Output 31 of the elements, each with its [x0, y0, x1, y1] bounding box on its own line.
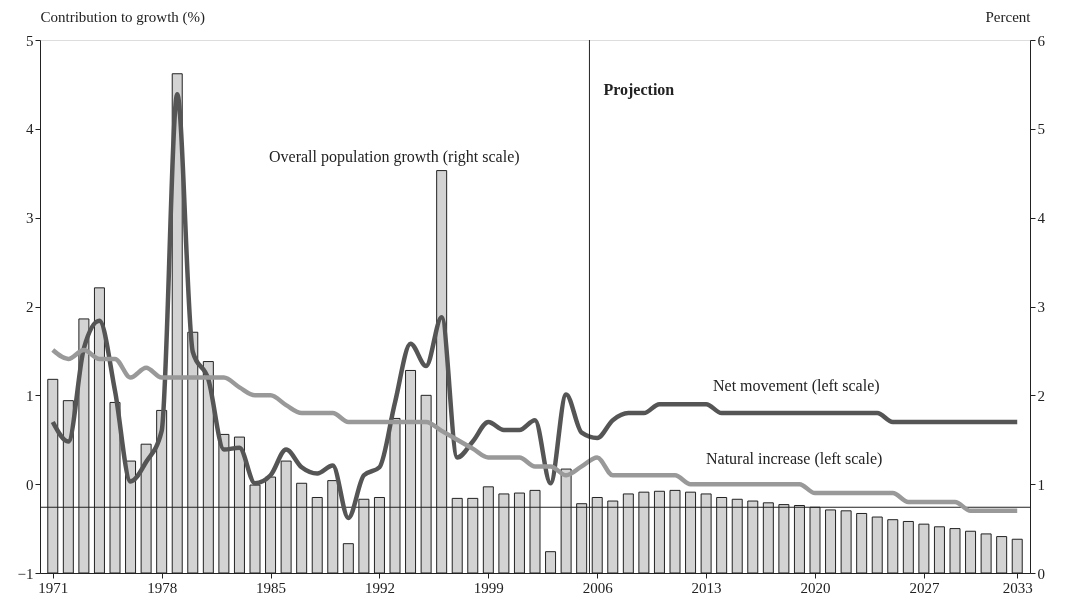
x-tick-label: 2033: [1002, 579, 1033, 596]
y2-tick-label: 4: [1037, 210, 1046, 227]
y-tick-label: 5: [26, 32, 34, 49]
x-tick-label: 1971: [38, 579, 69, 596]
y-tick-label: −1: [17, 565, 34, 582]
ref-line-label: Projection: [603, 81, 675, 99]
x-tick-label: 2013: [691, 579, 722, 596]
series-label: Net movement (left scale): [713, 377, 880, 395]
y2-tick-label: 6: [1037, 32, 1046, 49]
y-tick-label: 3: [26, 210, 34, 227]
y-axis-title: Contribution to growth (%): [40, 8, 206, 26]
x-tick-label: 1978: [147, 579, 178, 596]
y2-tick-label: 5: [1037, 121, 1045, 138]
y-tick-label: 4: [26, 121, 34, 138]
y2-tick-label: 3: [1037, 299, 1045, 315]
y-tick-label: 0: [26, 476, 34, 493]
line-series: [50, 347, 1020, 514]
y-tick-label: 2: [26, 299, 34, 315]
x-tick-label: 1999: [473, 579, 504, 596]
series-label: Natural increase (left scale): [706, 450, 883, 468]
y2-tick-label: 0: [1037, 565, 1045, 582]
x-tick-label: 2027: [909, 579, 940, 596]
y2-tick-label: 1: [1037, 476, 1045, 493]
x-tick-label: 1992: [364, 579, 395, 596]
y2-tick-label: 2: [1037, 387, 1045, 404]
y-tick-label: 1: [26, 387, 34, 404]
x-tick-label: 2020: [800, 579, 831, 596]
y2-axis-title: Percent: [985, 8, 1032, 25]
text: Overall population growth (right scale): [269, 148, 520, 166]
x-tick-label: 2006: [582, 579, 614, 596]
x-tick-label: 1985: [256, 579, 287, 596]
